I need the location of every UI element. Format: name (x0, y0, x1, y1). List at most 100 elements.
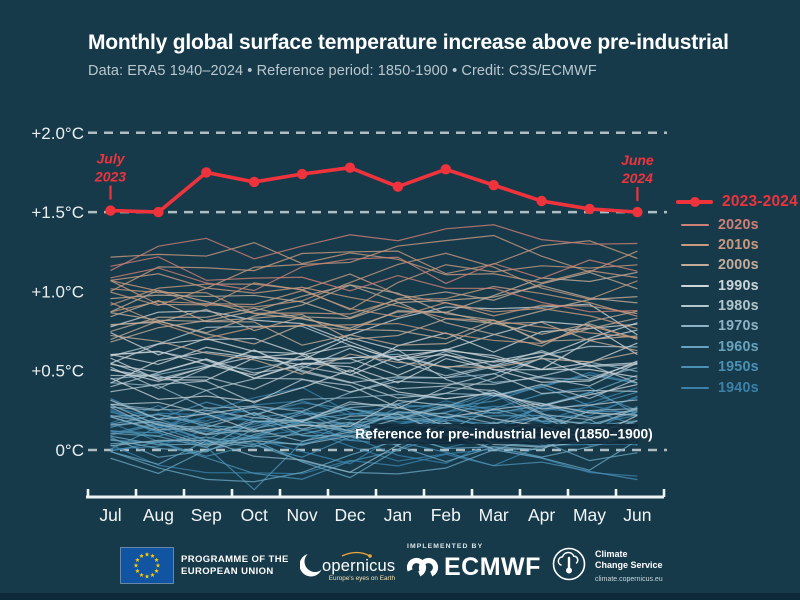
svg-text:Reference for pre-industrial l: Reference for pre-industrial level (1850… (355, 427, 653, 442)
eu-star-icon (154, 568, 159, 573)
legend-swatch (681, 305, 709, 308)
data-point (536, 195, 547, 207)
decade-line-1980s (110, 351, 638, 393)
x-tick-label: Jul (99, 505, 121, 525)
legend-label: 1950s (718, 359, 759, 376)
ecmwf-logo: IMPLEMENTED BY ECMWF (407, 543, 541, 582)
data-point (632, 206, 643, 218)
legend-swatch (681, 345, 709, 348)
eu-star-icon (144, 574, 150, 579)
eu-star-icon (155, 563, 161, 568)
decade-line-2000s (110, 284, 638, 347)
data-point (488, 179, 499, 191)
decade-line-1970s (110, 392, 638, 422)
bottom-border-strip (0, 593, 800, 600)
legend-swatch (681, 264, 709, 267)
svg-text:Europe's eyes on Earth: Europe's eyes on Earth (329, 575, 396, 582)
decade-line-2010s (110, 273, 638, 339)
decade-line-1980s (110, 378, 638, 419)
eu-programme-label: PROGRAMME OF THE EUROPEAN UNION (181, 554, 289, 577)
implemented-by-label: IMPLEMENTED BY (407, 543, 484, 550)
legend-item-1950s: 1950s (676, 359, 798, 375)
eu-star-icon (139, 572, 144, 577)
y-tick-label: +0.5°C (31, 362, 84, 381)
data-point (105, 205, 116, 216)
legend-item-1960s: 1960s (676, 339, 798, 355)
x-tick-label: Nov (287, 505, 318, 525)
data-point (584, 203, 595, 215)
eu-star-icon (144, 552, 150, 557)
x-tick-label: Mar (479, 505, 509, 525)
y-tick-label: 0°C (55, 441, 84, 460)
decade-line-2000s (110, 310, 638, 352)
legend-label: 2020s (718, 216, 759, 233)
legend-label: 2000s (718, 257, 759, 274)
legend-item-1940s: 1940s (676, 380, 798, 396)
decade-line-2010s (110, 252, 638, 308)
decade-line-2000s (110, 299, 638, 346)
legend-item-1990s: 1990s (676, 278, 798, 294)
legend-marker-dot (689, 197, 700, 207)
decade-line-1970s (110, 404, 638, 450)
x-tick-label: Aug (143, 505, 174, 525)
decade-line-1950s (110, 410, 638, 480)
eu-flag-logo (120, 547, 174, 584)
legend-swatch (681, 284, 709, 287)
decade-line-2010s (110, 285, 638, 317)
decade-line-1990s (110, 351, 638, 381)
decade-line-2000s (110, 334, 638, 375)
x-tick-label: Dec (334, 505, 365, 525)
decade-line-1960s (110, 436, 638, 475)
decade-line-2010s (110, 264, 638, 311)
cloud-icon (557, 551, 579, 566)
decade-line-2010s (110, 240, 638, 292)
decade-line-1960s (110, 421, 638, 483)
data-point (392, 181, 404, 192)
eu-star-icon (150, 572, 155, 577)
x-tick-label: Oct (241, 505, 268, 525)
x-tick-label: Feb (431, 505, 461, 525)
decade-line-1990s (110, 369, 638, 407)
ecmwf-icon (407, 557, 439, 578)
legend-label: 1960s (718, 338, 759, 355)
decade-line-2000s (110, 271, 638, 319)
decade-line-2010s (110, 241, 638, 284)
decade-line-2000s (110, 271, 638, 329)
x-tick-label: Apr (528, 505, 555, 525)
eu-star-icon (150, 553, 155, 558)
page-title: Monthly global surface temperature incre… (88, 31, 729, 54)
y-tick-label: +2.0°C (31, 124, 84, 143)
x-tick-label: May (573, 505, 606, 525)
eu-star-icon (154, 557, 159, 562)
ccs-url: climate.copernicus.eu (595, 576, 663, 583)
y-tick-label: +1.0°C (31, 282, 84, 301)
eu-star-icon (133, 563, 139, 568)
eu-star-icon (139, 553, 144, 558)
decade-line-1990s (110, 322, 638, 382)
legend-item-2020s: 2020s (676, 217, 798, 233)
svg-text:2023: 2023 (94, 169, 126, 185)
decade-line-1980s (110, 349, 638, 400)
decade-line-1990s (110, 357, 638, 384)
decade-line-1990s (110, 323, 638, 376)
footer-logos: PROGRAMME OF THE EUROPEAN UNION opernicu… (0, 538, 800, 594)
legend-label: 1980s (718, 298, 759, 315)
chart-subtitle: Data: ERA5 1940–2024 • Reference period:… (88, 63, 597, 79)
legend-swatch (681, 386, 709, 389)
decade-line-1990s (110, 337, 638, 371)
svg-text:July: July (96, 151, 125, 167)
decade-line-2020s (110, 256, 638, 292)
decade-line-2010s (110, 302, 638, 345)
data-point (249, 176, 260, 188)
data-point (296, 168, 308, 180)
decade-line-1990s (110, 303, 638, 356)
chart-legend: 2023-2024 2020s 2010s 2000s 1990s 1980s 1970s 1… (676, 193, 798, 400)
legend-label: 2023-2024 (722, 193, 798, 210)
x-axis: Jul Aug Sep Oct Nov Dec Jan Feb Mar Apr May Jun (86, 489, 666, 525)
decade-line-2020s (110, 256, 638, 313)
legend-item-1980s: 1980s (676, 298, 798, 314)
eu-star-icon (135, 568, 140, 573)
copernicus-logo: opernicus Europe's eyes on Earth (300, 551, 396, 582)
legend-item-1970s: 1970s (676, 318, 798, 334)
main-series-2023-2024 (105, 162, 643, 218)
